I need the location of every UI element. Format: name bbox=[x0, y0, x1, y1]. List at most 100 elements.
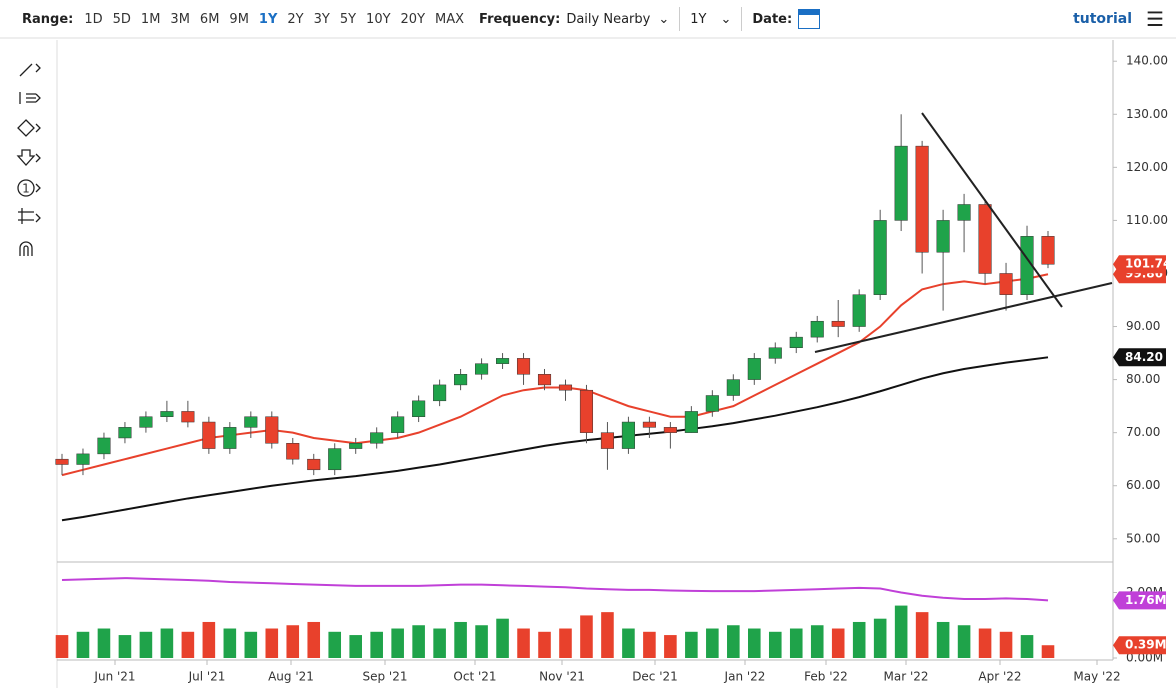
price-badge-label: 101.74 bbox=[1125, 257, 1171, 271]
tool-counter: 1 bbox=[22, 182, 30, 196]
date-picker[interactable] bbox=[798, 9, 821, 29]
range-button[interactable]: 6M bbox=[199, 11, 220, 27]
volume-bar bbox=[538, 631, 551, 658]
range-button[interactable]: 10Y bbox=[366, 11, 391, 27]
frequency-label: Frequency: bbox=[479, 11, 561, 27]
volume-bar bbox=[789, 628, 803, 658]
volume-bar bbox=[748, 628, 761, 658]
candle-body bbox=[55, 458, 69, 465]
y-tick-label: 110.00 bbox=[1126, 213, 1168, 227]
y-tick-label: 60.00 bbox=[1126, 478, 1160, 492]
range-button[interactable]: 5D bbox=[112, 11, 131, 27]
candle-body bbox=[307, 458, 321, 471]
volume-bar bbox=[810, 625, 824, 658]
candle-body bbox=[684, 411, 698, 433]
range-button[interactable]: 1Y bbox=[258, 11, 278, 27]
volume-bar bbox=[580, 615, 593, 658]
volume-bar bbox=[244, 631, 258, 658]
volume-bar bbox=[894, 605, 908, 658]
price-badge-label: 1.76M bbox=[1125, 593, 1167, 607]
volume-bar bbox=[97, 628, 111, 658]
menu-button[interactable]: ☰ bbox=[1146, 7, 1164, 31]
candle-body bbox=[810, 320, 824, 338]
x-tick-label: May '22 bbox=[1073, 670, 1120, 684]
range-button[interactable]: 1M bbox=[140, 11, 161, 27]
range-button[interactable]: 9M bbox=[229, 11, 249, 27]
price-badge-label: 0.39M bbox=[1125, 638, 1167, 652]
volume-bar bbox=[999, 631, 1013, 658]
candle-body bbox=[433, 384, 447, 402]
volume-bar bbox=[873, 618, 887, 658]
candle-body bbox=[160, 411, 174, 417]
candle-body bbox=[768, 347, 782, 359]
moving-average bbox=[61, 356, 1049, 522]
volume-bar bbox=[1041, 645, 1055, 658]
volume-bar bbox=[622, 628, 635, 658]
range-button[interactable]: MAX bbox=[435, 11, 465, 27]
candle-body bbox=[894, 145, 908, 221]
volume-bar bbox=[286, 625, 300, 658]
candle-body bbox=[496, 358, 510, 364]
volume-bar bbox=[601, 612, 614, 658]
range-button[interactable]: 20Y bbox=[400, 11, 426, 27]
volume-bar bbox=[915, 612, 929, 658]
candle-body bbox=[223, 427, 237, 449]
candle-body bbox=[1020, 236, 1034, 295]
tutorial-text: tutorial bbox=[1073, 11, 1132, 27]
candle-body bbox=[663, 427, 677, 433]
toolbar: Range: 1D 5D 1M 3M 6M 9M 1Y 2Y 3Y 5Y 10Y 20Y MAX Fre… bbox=[22, 7, 1164, 31]
volume-bar bbox=[978, 628, 992, 658]
candle-body bbox=[391, 416, 405, 433]
price-badge bbox=[1113, 348, 1166, 367]
candle-body bbox=[558, 384, 573, 391]
volume-bar bbox=[936, 621, 950, 658]
volume-bar bbox=[664, 635, 677, 658]
candle-body bbox=[726, 379, 740, 396]
y-tick-label: 90.00 bbox=[1126, 319, 1160, 333]
candle-body bbox=[516, 358, 531, 375]
candle-body bbox=[139, 416, 153, 428]
range-button[interactable]: 5Y bbox=[339, 11, 357, 27]
candle-body bbox=[642, 421, 656, 428]
volume-bar bbox=[957, 625, 971, 658]
volume-bar bbox=[202, 621, 216, 658]
period-select[interactable]: 1Y bbox=[690, 11, 707, 27]
frequency-select[interactable]: Daily Nearby bbox=[566, 11, 651, 27]
volume-bar bbox=[55, 635, 69, 658]
candle-body bbox=[915, 145, 929, 253]
price-badge bbox=[1113, 591, 1166, 610]
volume-bar bbox=[727, 625, 740, 658]
x-tick-label: Sep '21 bbox=[363, 670, 408, 684]
volume-bar bbox=[496, 618, 509, 658]
candle-body bbox=[370, 432, 384, 444]
volume-bar bbox=[559, 628, 572, 658]
candle-body bbox=[181, 411, 195, 423]
candle-body bbox=[936, 220, 950, 253]
drawing-tools[interactable] bbox=[16, 63, 41, 256]
tutorial-link[interactable]: tutorial bbox=[1073, 11, 1132, 27]
open-interest-line bbox=[61, 577, 1049, 602]
y-tick-label: 120.00 bbox=[1126, 160, 1168, 174]
candle-body bbox=[328, 448, 342, 471]
range-button[interactable]: 3M bbox=[170, 11, 190, 27]
volume-bar bbox=[706, 628, 719, 658]
candle-body bbox=[957, 204, 971, 221]
candle-body bbox=[475, 363, 489, 375]
x-tick-label: Jan '22 bbox=[724, 670, 766, 684]
price-badge-label: 84.20 bbox=[1125, 350, 1163, 364]
range-button[interactable]: 1D bbox=[84, 11, 103, 27]
candle-body bbox=[454, 374, 468, 386]
range-button[interactable]: 2Y bbox=[287, 11, 304, 27]
volume-bar bbox=[685, 631, 698, 658]
volume-bar bbox=[768, 631, 782, 658]
range-button[interactable]: 3Y bbox=[313, 11, 330, 27]
volume-bar bbox=[139, 631, 153, 658]
volume-bar bbox=[307, 621, 321, 658]
candle-body bbox=[244, 416, 258, 428]
candle-body bbox=[412, 400, 426, 417]
candle-body bbox=[76, 453, 90, 465]
candle-body bbox=[579, 389, 594, 433]
y-tick-label: 70.00 bbox=[1126, 425, 1160, 439]
range-group: 1D 5D 1M 3M 6M 9M 1Y 2Y 3Y 5Y 10Y 20Y MAX bbox=[79, 12, 469, 27]
